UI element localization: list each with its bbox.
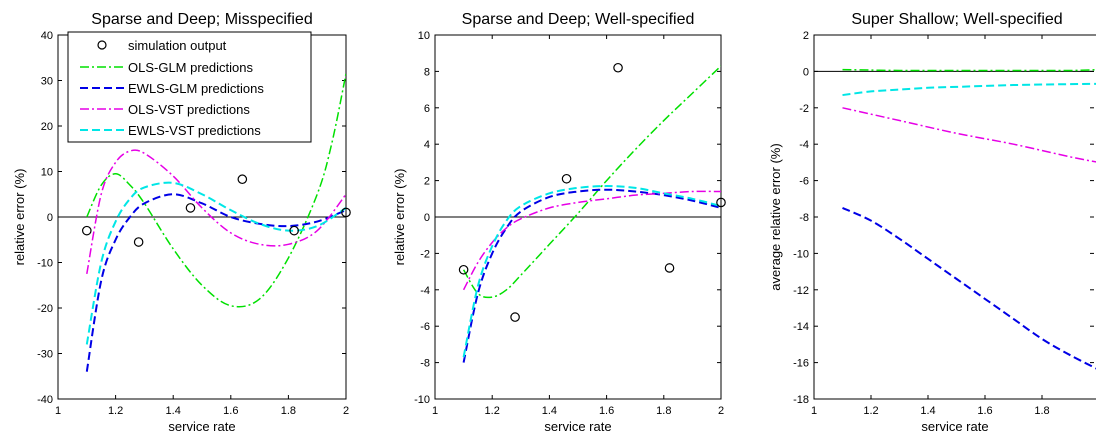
simulation-point [133,237,144,247]
x-tick-label: 1.2 [485,405,500,417]
simulation-points [458,62,726,322]
x-tick-label: 1.2 [108,405,123,417]
legend: simulation output OLS-GLM predictions EW… [67,31,312,143]
simulation-point [561,173,572,184]
y-tick-label: 4 [424,139,430,151]
simulation-point [237,174,248,185]
legend-marker-simulation [97,40,107,50]
x-tick-label: 1.6 [599,405,614,417]
y-tick-label: -6 [420,321,430,333]
y-tick-label: -2 [799,103,809,115]
simulation-point [510,312,520,322]
x-tick-label: 1 [432,405,438,417]
x-axis-label: service rate [921,419,988,434]
axis-ticks: 1 1.2 1.4 1.6 1.8 2 -10 -8 -6 -4 -2 0 2 4 6 8 10 [414,30,724,417]
y-tick-label: -6 [799,176,809,188]
x-tick-label: 2 [343,405,349,417]
y-tick-label: -14 [793,321,809,333]
y-tick-label: 2 [424,176,430,188]
legend-entry: simulation output [128,38,227,53]
series-ewls-glm-predictions [85,193,346,372]
x-axis-label: service rate [544,419,611,434]
plot-area [813,34,1096,400]
series-ols-glm-predictions [86,73,346,308]
y-tick-label: -10 [37,258,53,270]
x-tick-label: 1.8 [281,405,296,417]
simulation-point [664,263,675,273]
simulation-point [82,225,92,236]
simulation-point [341,207,351,218]
x-tick-label: 1.8 [1034,405,1049,417]
x-tick-label: 2 [718,405,724,417]
y-tick-label: -10 [793,248,809,260]
y-tick-label: 10 [418,30,430,42]
x-tick-label: 1.4 [542,405,557,417]
y-tick-label: 20 [41,121,53,133]
simulation-point [185,203,196,213]
x-tick-label: 1.8 [656,405,671,417]
x-tick-label: 1 [55,405,61,417]
y-tick-label: 10 [41,167,53,179]
y-tick-label: -8 [799,212,809,224]
legend-entry: OLS-GLM predictions [128,60,253,75]
y-tick-label: -2 [420,248,430,260]
x-tick-label: 1 [811,405,817,417]
y-tick-label: 0 [803,66,809,78]
y-tick-label: 30 [41,76,53,88]
simulation-point [289,225,299,236]
simulation-point [458,264,469,275]
y-tick-label: -4 [420,285,430,297]
simulation-point [613,62,623,73]
y-tick-label: -18 [793,394,809,406]
chart-panel-2: Sparse and Deep; Well-specified 1 1.2 1.4 1… [392,11,726,434]
y-tick-label: 40 [41,30,53,42]
y-tick-label: -30 [37,349,53,361]
y-tick-label: -40 [37,394,53,406]
y-tick-label: -16 [793,358,809,370]
y-axis-label: relative error (%) [392,169,407,266]
x-tick-label: 1.6 [977,405,992,417]
series-ewls-vst-predictions [842,82,1096,97]
x-axis-label: service rate [168,419,235,434]
chart-title: Super Shallow; Well-specified [851,11,1062,28]
chart-title: Sparse and Deep; Misspecified [91,11,312,28]
simulation-points [82,174,351,247]
y-tick-label: -10 [414,394,430,406]
y-tick-label: -8 [420,358,430,370]
y-tick-label: -20 [37,303,53,315]
x-tick-label: 1.2 [863,405,878,417]
series-ols-vst-predictions [842,107,1096,163]
simulation-point [716,197,726,208]
series-group [842,68,1096,370]
y-tick-label: 8 [424,66,430,78]
series-ewls-vst-predictions [462,185,721,358]
legend-entry: EWLS-VST predictions [128,123,261,138]
x-tick-label: 1.4 [166,405,181,417]
y-tick-label: -12 [793,285,809,297]
series-ewls-glm-predictions [462,188,721,363]
chart-panel-1: Sparse and Deep; Misspecified 1 1.2 1.4 1.6… [12,11,351,434]
legend-entry: OLS-VST predictions [128,102,250,117]
series-ols-vst-predictions [86,149,346,275]
axis-ticks: 1 1.2 1.4 1.6 1.8 2 -40 -30 -20 -10 0 10 20 30 40 [37,30,349,417]
y-axis-label: relative error (%) [12,169,27,266]
chart-title: Sparse and Deep; Well-specified [462,11,695,28]
legend-entry: EWLS-GLM predictions [128,81,264,96]
y-tick-label: 0 [424,212,430,224]
series-ols-glm-predictions [462,65,721,299]
chart-panel-3: Super Shallow; Well-specified 1 1.2 1.4 1.6… [768,11,1096,434]
y-tick-label: -4 [799,139,809,151]
y-tick-label: 2 [803,30,809,42]
y-tick-label: 6 [424,103,430,115]
y-tick-label: 0 [47,212,53,224]
x-tick-label: 1.4 [920,405,935,417]
series-group [462,65,721,363]
axis-ticks: 1 1.2 1.4 1.6 1.8 -18 -16 -14 -12 -10 -8 -6 -4 -2 0 2 [793,30,1094,417]
series-ewls-glm-predictions [842,206,1096,370]
x-tick-label: 1.6 [223,405,238,417]
series-ols-glm-predictions [842,68,1096,72]
y-axis-label: average relative error (%) [768,143,783,290]
